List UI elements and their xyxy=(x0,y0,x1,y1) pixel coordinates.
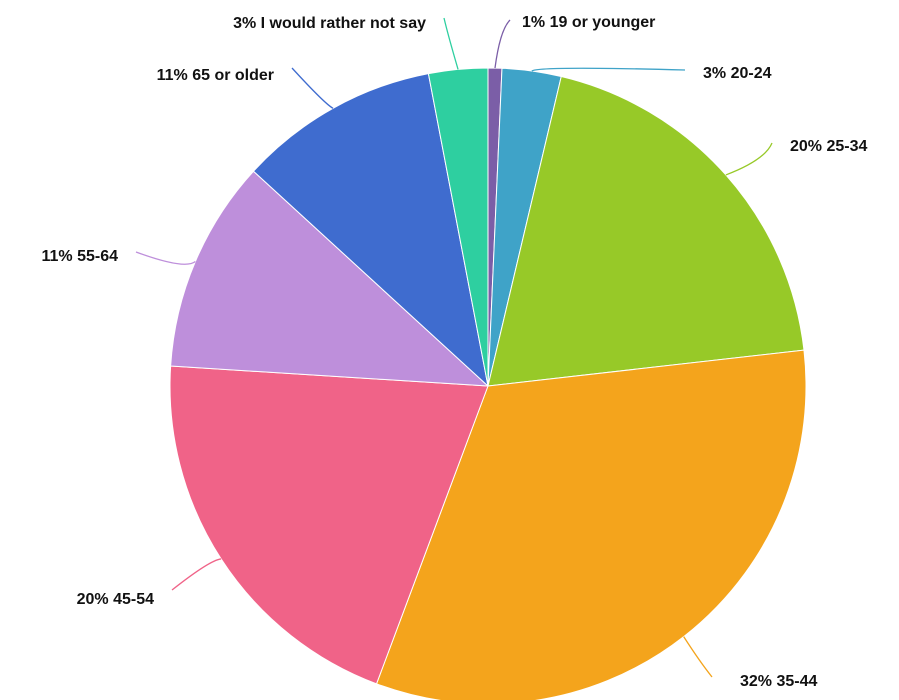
slice-label-7: 11% 65 or older xyxy=(157,67,274,84)
pie-slice-5 xyxy=(169,365,489,685)
slice-label-5: 20% 45-54 xyxy=(77,591,154,608)
slice-label-4: 32% 35-44 xyxy=(740,673,817,690)
pie-slice-4 xyxy=(376,349,807,700)
pie-slice-3 xyxy=(487,76,805,387)
pie-slice-7 xyxy=(252,73,489,387)
leader-line-8 xyxy=(443,17,459,70)
pie-slice-6 xyxy=(170,170,489,387)
leader-line-6 xyxy=(135,251,196,265)
leader-line-1 xyxy=(494,19,511,69)
slice-label-2: 3% 20-24 xyxy=(703,65,772,82)
leader-line-7 xyxy=(291,67,334,109)
leader-line-3 xyxy=(725,142,773,176)
slice-label-8: 3% I would rather not say xyxy=(233,15,426,32)
leader-line-4 xyxy=(683,636,713,678)
leader-lines xyxy=(135,17,773,678)
pie-slice-8 xyxy=(427,67,489,387)
slice-labels: 1% 19 or younger 3% 20-24 20% 25-34 32% 35-… xyxy=(41,14,867,690)
slice-label-3: 20% 25-34 xyxy=(790,138,867,155)
leader-line-2 xyxy=(531,67,686,72)
slice-label-1: 1% 19 or younger xyxy=(522,14,655,31)
pie-slices xyxy=(169,67,807,700)
leader-line-5 xyxy=(171,558,222,591)
slice-label-6: 11% 55-64 xyxy=(41,248,118,265)
